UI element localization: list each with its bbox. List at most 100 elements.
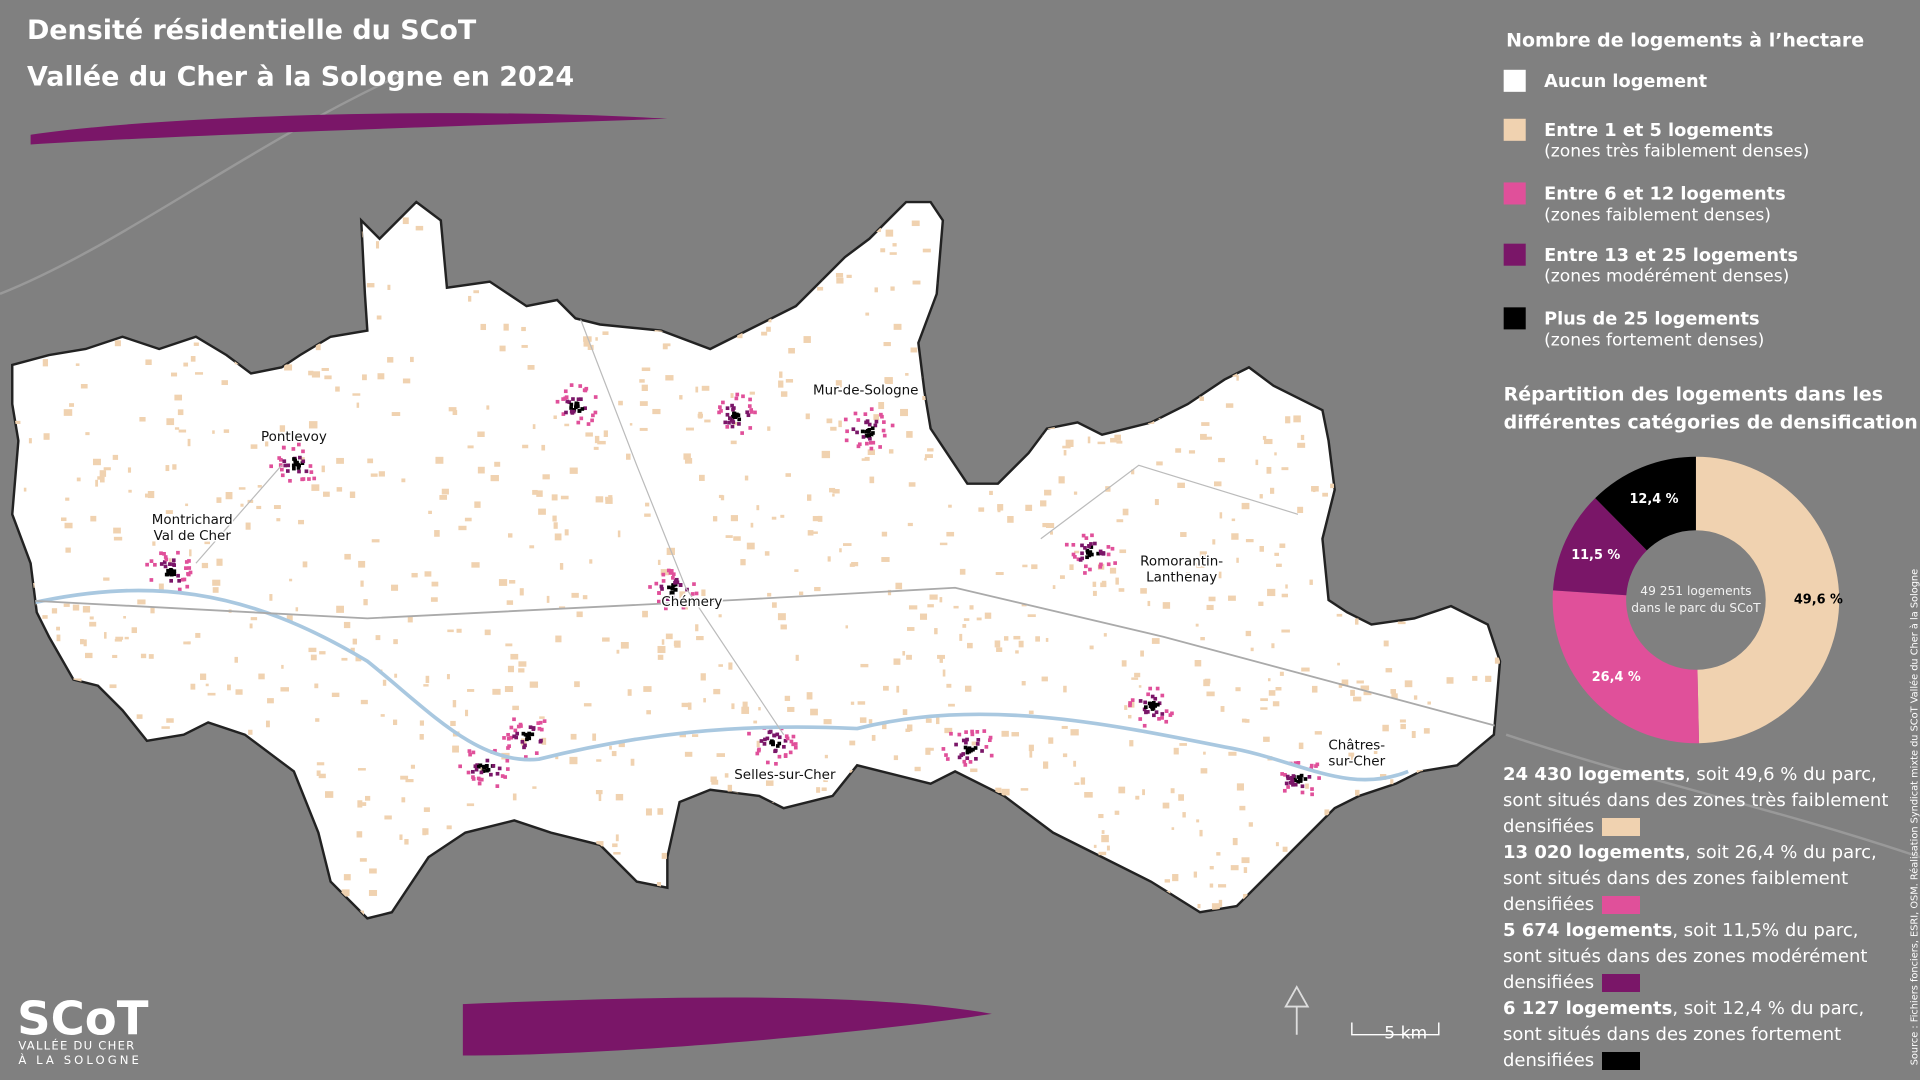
texture-dot	[874, 419, 879, 424]
texture-dot	[906, 431, 913, 438]
texture-dot	[962, 759, 967, 764]
texture-dot	[595, 790, 603, 795]
texture-dot	[1171, 827, 1175, 830]
texture-dot	[864, 430, 869, 434]
texture-dot	[1298, 856, 1305, 863]
texture-dot	[722, 861, 728, 866]
texture-dot	[570, 733, 577, 740]
texture-dot	[881, 531, 888, 537]
texture-dot	[994, 640, 1001, 648]
texture-dot	[168, 562, 172, 566]
texture-dot	[1186, 572, 1190, 578]
texture-dot	[567, 400, 572, 404]
texture-dot	[838, 420, 842, 428]
texture-dot	[1217, 250, 1222, 255]
texture-dot	[993, 275, 997, 283]
texture-dot	[1173, 747, 1179, 755]
texture-dot	[626, 453, 631, 460]
texture-dot	[733, 232, 737, 239]
legend-label: Entre 6 et 12 logements	[1544, 185, 1786, 205]
texture-dot	[1003, 636, 1009, 641]
texture-dot	[750, 283, 754, 287]
texture-dot	[1324, 231, 1333, 237]
texture-dot	[1231, 518, 1236, 522]
texture-dot	[1344, 570, 1353, 577]
texture-dot	[771, 888, 779, 894]
texture-dot	[356, 402, 360, 408]
texture-dot	[1379, 471, 1383, 475]
texture-dot	[1177, 482, 1185, 488]
texture-dot	[806, 494, 812, 501]
texture-dot	[1409, 202, 1417, 204]
texture-dot	[313, 219, 318, 225]
texture-dot	[859, 717, 867, 723]
texture-dot	[1011, 732, 1020, 737]
texture-dot	[370, 473, 378, 477]
texture-dot	[571, 592, 579, 598]
texture-dot	[1101, 830, 1105, 834]
texture-dot	[713, 688, 721, 695]
texture-dot	[1126, 307, 1135, 311]
texture-dot	[1498, 547, 1500, 554]
texture-dot	[660, 299, 663, 308]
texture-dot	[784, 734, 789, 739]
texture-dot	[149, 307, 154, 315]
texture-dot	[1033, 421, 1041, 428]
texture-dot	[569, 756, 578, 765]
texture-dot	[878, 402, 885, 410]
texture-dot	[223, 915, 228, 919]
texture-dot	[183, 362, 189, 367]
texture-dot	[1347, 481, 1353, 489]
texture-dot	[937, 654, 946, 659]
texture-dot	[314, 683, 319, 689]
texture-dot	[195, 632, 201, 638]
texture-dot	[85, 823, 92, 829]
texture-dot	[868, 719, 873, 724]
texture-dot	[615, 793, 624, 801]
texture-dot	[521, 344, 528, 348]
texture-dot	[186, 572, 191, 577]
place-label: sur-Cher	[1328, 754, 1385, 769]
texture-dot	[80, 638, 84, 645]
texture-dot	[791, 734, 796, 739]
texture-dot	[376, 315, 382, 320]
texture-dot	[447, 253, 452, 257]
texture-dot	[1309, 579, 1313, 585]
texture-dot	[1062, 753, 1068, 758]
texture-dot	[1020, 835, 1026, 841]
texture-dot	[1483, 776, 1488, 783]
texture-dot	[761, 891, 770, 897]
texture-dot	[1223, 330, 1232, 335]
texture-dot	[552, 515, 557, 522]
texture-dot	[896, 685, 900, 693]
texture-dot	[1500, 355, 1506, 358]
texture-dot	[172, 464, 177, 470]
texture-dot	[1115, 577, 1119, 585]
texture-dot	[64, 522, 73, 529]
texture-dot	[617, 530, 621, 538]
texture-dot	[477, 431, 485, 437]
texture-dot	[1092, 590, 1097, 596]
texture-dot	[178, 429, 187, 433]
texture-dot	[563, 389, 568, 394]
texture-dot	[725, 406, 730, 411]
texture-dot	[583, 406, 587, 411]
texture-dot	[710, 776, 717, 783]
texture-dot	[1085, 555, 1089, 560]
texture-dot	[1350, 757, 1356, 762]
texture-dot	[1150, 707, 1155, 711]
texture-dot	[777, 754, 782, 759]
texture-dot	[1438, 591, 1446, 598]
texture-dot	[805, 413, 810, 420]
texture-dot	[747, 731, 751, 736]
texture-dot	[423, 684, 429, 687]
texture-dot	[727, 420, 731, 425]
texture-dot	[521, 731, 526, 736]
texture-dot	[764, 551, 770, 556]
texture-dot	[115, 636, 124, 640]
source-note: Source : Fichiers fonciers, ESRI, OSM. R…	[1909, 569, 1920, 1065]
texture-dot	[1411, 731, 1416, 739]
texture-dot	[1074, 550, 1080, 554]
texture-dot	[939, 657, 943, 663]
texture-dot	[450, 720, 456, 727]
